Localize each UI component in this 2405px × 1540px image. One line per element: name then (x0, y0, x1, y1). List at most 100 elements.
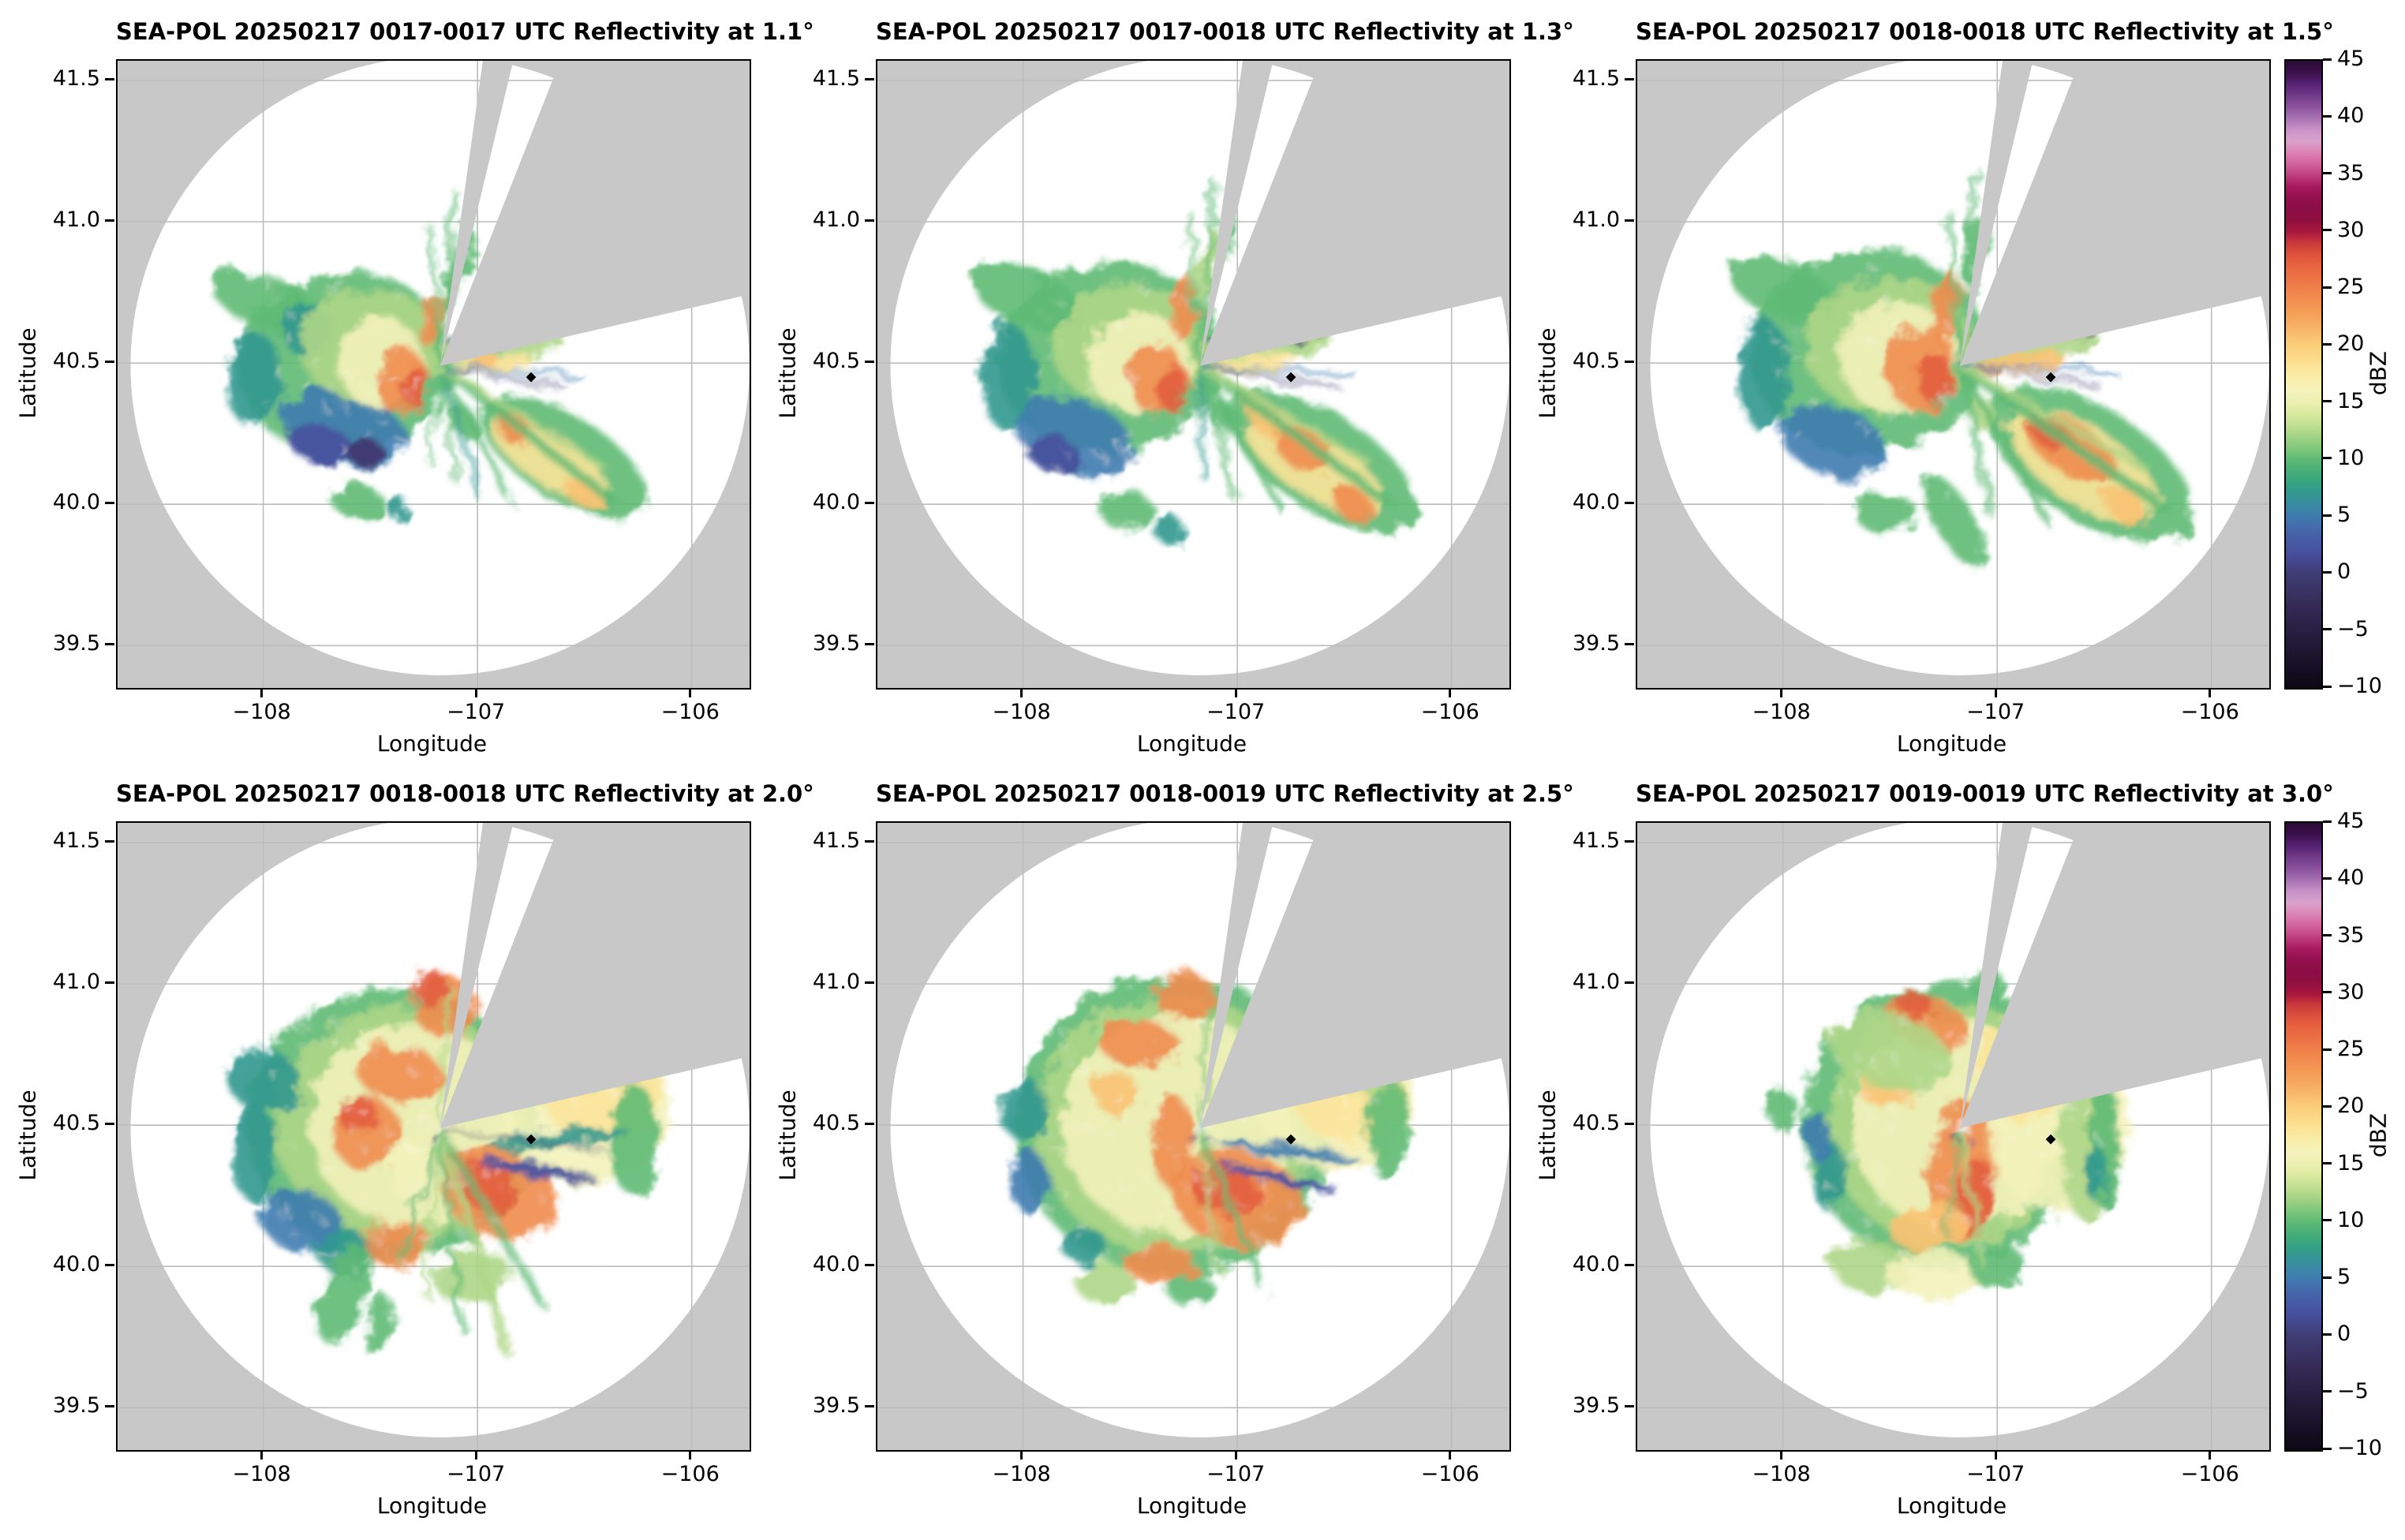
y-tick-label: 41.0 (1572, 207, 1620, 233)
speckle (1947, 1170, 1950, 1173)
speckle (1142, 1250, 1145, 1254)
echo-blob (456, 1158, 516, 1211)
colorbar-tick-label: −5 (2337, 1378, 2369, 1404)
speckle (1124, 456, 1128, 461)
panel-title: SEA-POL 20250217 0019-0019 UTC Reflectiv… (1636, 780, 2334, 807)
speckle (584, 1197, 588, 1201)
y-tick (1625, 839, 1634, 843)
y-tick-label: 39.5 (1572, 1393, 1620, 1419)
speckle (1992, 1187, 1995, 1191)
y-tick (1625, 501, 1634, 504)
speckle (275, 294, 277, 297)
speckle (1980, 1038, 1984, 1043)
y-tick (865, 1263, 874, 1266)
echo-blob (1124, 1245, 1197, 1282)
speckle (292, 1145, 295, 1148)
y-tick-label: 40.5 (52, 1111, 100, 1136)
speckle (395, 348, 398, 351)
echo-blob (1896, 989, 1936, 1019)
speckle (1055, 1149, 1059, 1153)
radar-plot (116, 59, 751, 690)
speckle (1055, 477, 1059, 480)
echo-blob (1367, 1068, 1407, 1182)
speckle (1984, 1028, 1987, 1031)
speckle (1053, 466, 1057, 470)
speckle (1976, 1071, 1980, 1075)
speckle (540, 1147, 544, 1149)
colorbar-tick (2323, 1162, 2332, 1165)
echo-blob (366, 1295, 391, 1357)
y-tick-label: 40.0 (52, 490, 100, 515)
speckle (1093, 1027, 1096, 1030)
speckle (2039, 1153, 2044, 1157)
echo-spoke (1199, 364, 1340, 390)
speckle (1975, 363, 1979, 367)
x-axis-label: Longitude (1136, 1493, 1247, 1519)
speckle (1161, 1229, 1163, 1232)
echo-blob (287, 423, 354, 467)
speckle (409, 394, 413, 398)
x-tick (260, 688, 264, 697)
speckle (1211, 1248, 1215, 1252)
speckle (1129, 1227, 1133, 1230)
colorbar-tick-label: 25 (2337, 1037, 2365, 1062)
speckle (1213, 1254, 1217, 1258)
x-tick-label: −108 (232, 1462, 291, 1486)
y-tick-label: 39.5 (52, 631, 100, 656)
speckle (2082, 1108, 2087, 1112)
colorbar-tick-label: 20 (2337, 1093, 2365, 1119)
echo-blob (999, 1077, 1047, 1140)
speckle (294, 1233, 296, 1236)
speckle (2097, 1172, 2100, 1174)
speckle (376, 1271, 380, 1274)
speckle (1298, 1138, 1301, 1142)
colorbar-tick (2323, 1048, 2332, 1051)
echo-blob (1780, 406, 1889, 479)
blocked-sector (439, 823, 750, 1128)
echo-blob (971, 264, 1084, 333)
speckle (1060, 1148, 1063, 1151)
blocked-sector (1199, 823, 1509, 1128)
speckle (1846, 1151, 1850, 1156)
speckle (497, 1172, 501, 1176)
speckle (275, 1075, 279, 1079)
speckle (1901, 1021, 1906, 1025)
speckle (1239, 1202, 1242, 1205)
speckle (1060, 318, 1063, 321)
speckle (460, 1174, 464, 1178)
speckle (420, 297, 424, 301)
colorbar-tick-label: 15 (2337, 1150, 2365, 1176)
speckle (2020, 1247, 2024, 1251)
colorbar-tick (2323, 114, 2332, 118)
speckle (432, 1072, 435, 1075)
speckle (1065, 346, 1068, 349)
echo-spoke (1197, 364, 1239, 503)
x-tick-label: −106 (2180, 700, 2239, 724)
y-tick-label: 41.0 (1572, 970, 1620, 995)
speckle (1360, 1130, 1363, 1133)
x-tick-label: −108 (992, 700, 1051, 724)
speckle (1337, 1207, 1341, 1210)
echo-spoke (1958, 362, 2147, 472)
speckle (1339, 1156, 1343, 1160)
speckle (1082, 378, 1086, 382)
echo-spoke (1957, 365, 1995, 519)
speckle (1258, 1243, 1261, 1246)
speckle (1879, 435, 1883, 439)
speckle (1374, 1099, 1378, 1103)
colorbar-tick (2323, 1219, 2332, 1222)
echo-blob (1154, 515, 1184, 544)
speckle (1831, 476, 1834, 478)
speckle (1876, 1198, 1880, 1202)
echo-spoke (422, 1127, 443, 1298)
x-tick-label: −107 (447, 700, 506, 724)
speckle (2008, 1157, 2011, 1160)
echo-blob (316, 1246, 373, 1344)
y-tick (1625, 642, 1634, 645)
speckle (2067, 1106, 2070, 1110)
speckle (1114, 1093, 1119, 1098)
colorbar-tick-label: 30 (2337, 217, 2365, 242)
speckle (1047, 356, 1050, 359)
y-tick (105, 642, 114, 645)
colorbar-tick-label: 5 (2337, 1265, 2351, 1290)
